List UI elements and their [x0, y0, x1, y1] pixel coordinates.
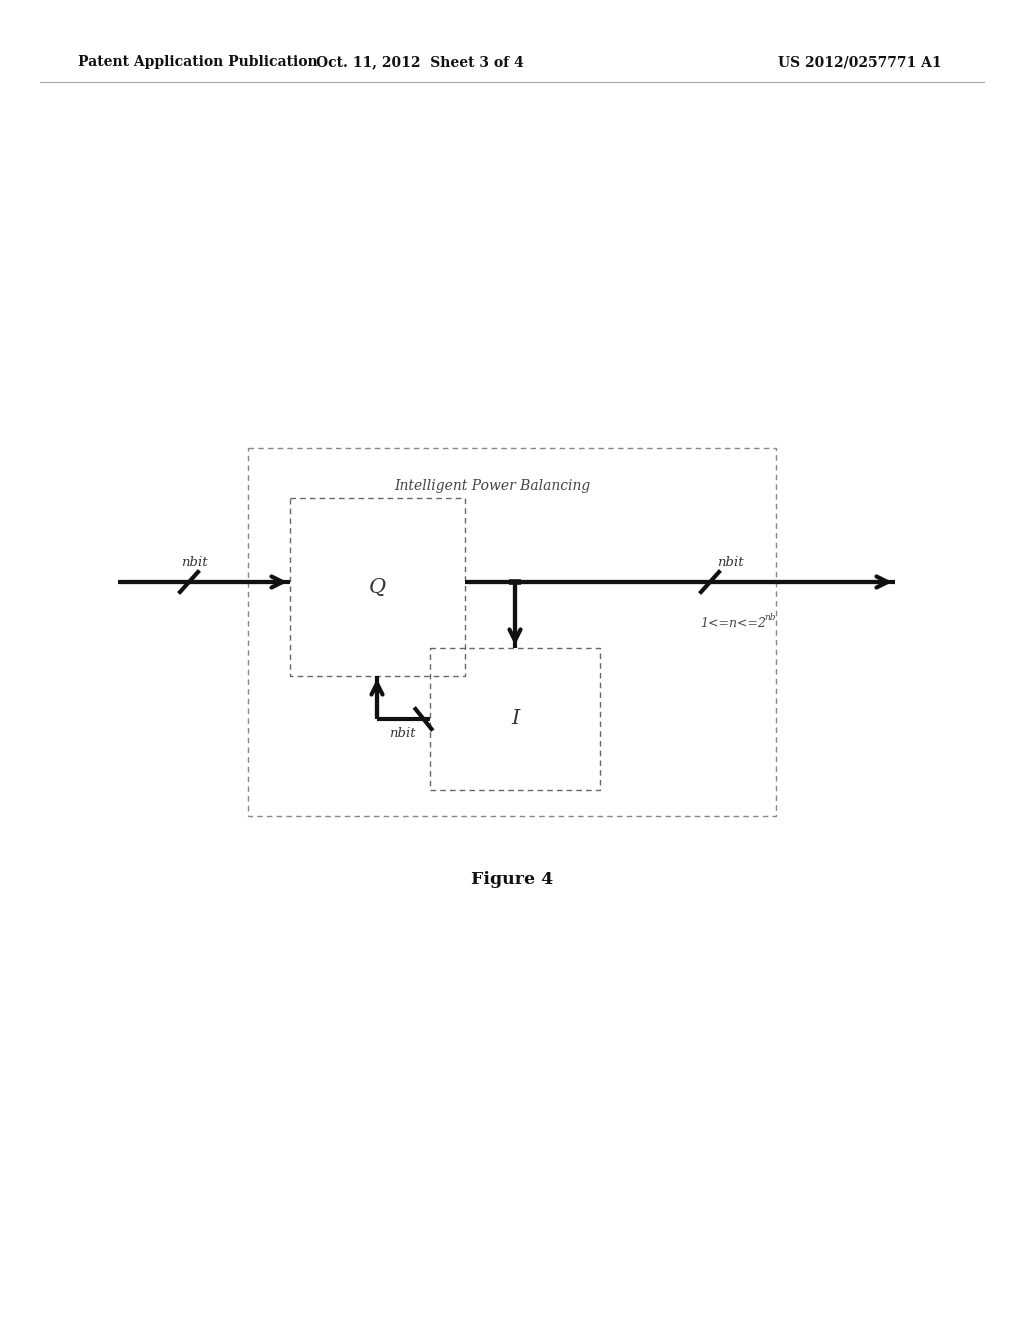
Text: nbit: nbit	[180, 556, 207, 569]
Text: nbit: nbit	[717, 556, 743, 569]
Text: 1<=n<=2: 1<=n<=2	[700, 616, 766, 630]
Bar	[430, 648, 600, 789]
Text: I: I	[511, 710, 519, 729]
Text: Intelligent Power Balancing: Intelligent Power Balancing	[394, 479, 590, 492]
Bar	[248, 447, 776, 816]
Text: Patent Application Publication: Patent Application Publication	[78, 55, 317, 69]
Text: Oct. 11, 2012  Sheet 3 of 4: Oct. 11, 2012 Sheet 3 of 4	[316, 55, 524, 69]
Text: nb: nb	[764, 612, 775, 622]
Bar	[290, 498, 465, 676]
Text: Figure 4: Figure 4	[471, 871, 553, 888]
Text: Q: Q	[369, 578, 386, 597]
Text: nbit: nbit	[389, 727, 416, 741]
Text: US 2012/0257771 A1: US 2012/0257771 A1	[778, 55, 942, 69]
